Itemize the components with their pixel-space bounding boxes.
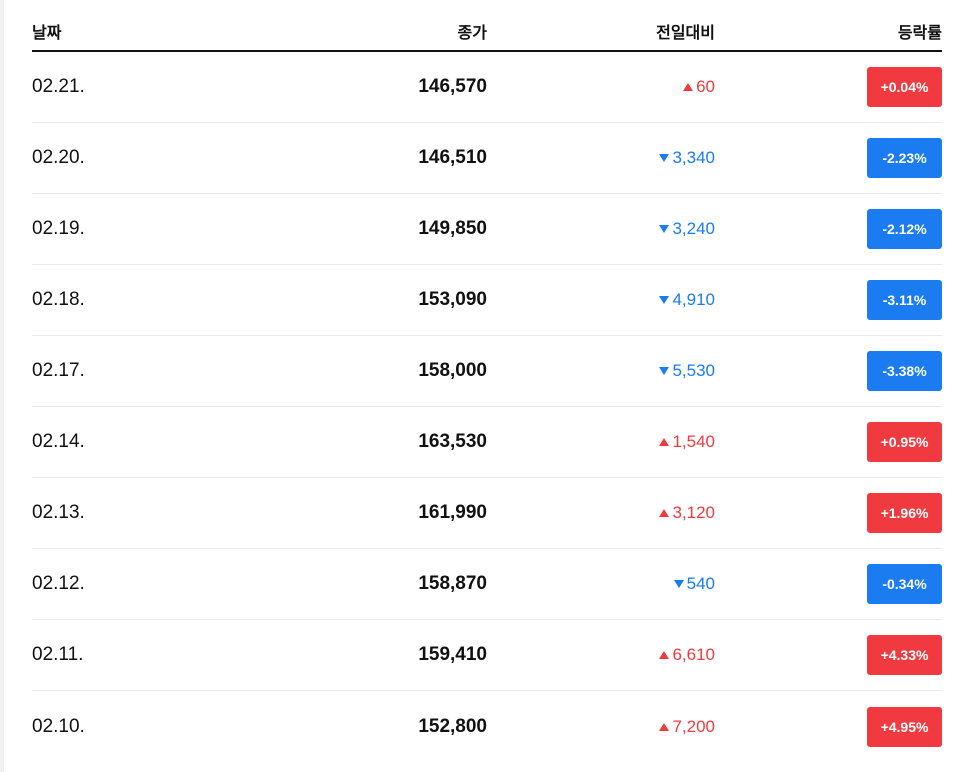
rate-badge: +1.96% <box>867 493 942 533</box>
table-row: 02.11. 159,410 6,610 +4.33% <box>32 620 942 691</box>
row-change-value: 3,120 <box>672 503 715 522</box>
triangle-down-icon <box>659 367 670 375</box>
header-date: 날짜 <box>32 25 62 42</box>
table-row: 02.19. 149,850 3,240 -2.12% <box>32 194 942 265</box>
triangle-down-icon <box>659 154 670 162</box>
row-change: 3,120 <box>659 503 715 523</box>
row-date: 02.20. <box>32 147 85 168</box>
row-date: 02.12. <box>32 573 85 594</box>
triangle-down-icon <box>659 225 670 233</box>
row-date: 02.10. <box>32 715 85 737</box>
header-rate: 등락률 <box>897 25 942 42</box>
row-close-price: 149,850 <box>418 218 487 239</box>
row-date: 02.21. <box>32 76 85 97</box>
table-row: 02.17. 158,000 5,530 -3.38% <box>32 336 942 407</box>
triangle-up-icon <box>659 509 670 517</box>
row-close-price: 159,410 <box>418 644 487 665</box>
row-change-value: 60 <box>696 77 715 96</box>
table-row: 02.12. 158,870 540 -0.34% <box>32 549 942 620</box>
table-row: 02.10. 152,800 7,200 +4.95% <box>32 691 942 762</box>
row-change: 3,340 <box>659 148 715 168</box>
rate-badge: -2.23% <box>867 138 942 178</box>
row-close-price: 161,990 <box>418 502 487 523</box>
row-change-value: 7,200 <box>672 716 715 736</box>
row-close-price: 163,530 <box>418 431 487 452</box>
triangle-down-icon <box>659 296 670 304</box>
table-row: 02.20. 146,510 3,340 -2.23% <box>32 123 942 194</box>
row-change-value: 540 <box>686 574 715 593</box>
row-change: 6,610 <box>659 645 715 665</box>
row-date: 02.11. <box>32 644 84 665</box>
table-row: 02.21. 146,570 60 +0.04% <box>32 52 942 123</box>
rate-badge: +0.04% <box>867 67 942 107</box>
table-body: 02.21. 146,570 60 +0.04% 02.20. 146,510 3,340 -… <box>32 52 942 762</box>
rate-badge: -0.34% <box>867 564 942 604</box>
row-change-value: 5,530 <box>672 361 715 380</box>
row-date: 02.17. <box>32 360 85 381</box>
table-header: 날짜 종가 전일대비 등락률 <box>32 0 942 52</box>
triangle-down-icon <box>673 580 684 588</box>
row-change-value: 4,910 <box>672 290 715 309</box>
row-close-price: 153,090 <box>418 289 487 310</box>
row-change-value: 6,610 <box>672 645 715 664</box>
table-row: 02.18. 153,090 4,910 -3.11% <box>32 265 942 336</box>
row-close-price: 146,570 <box>418 76 487 97</box>
triangle-up-icon <box>659 438 670 446</box>
triangle-up-icon <box>659 722 670 731</box>
rate-badge: +0.95% <box>867 422 942 462</box>
row-change: 3,240 <box>659 219 715 239</box>
row-close-price: 158,000 <box>418 360 487 381</box>
row-date: 02.14. <box>32 431 85 452</box>
row-change: 60 <box>683 77 715 97</box>
daily-price-table: 날짜 종가 전일대비 등락률 02.21. 146,570 60 +0.04% 02.2… <box>32 0 942 762</box>
row-change: 540 <box>673 574 715 594</box>
row-change: 7,200 <box>659 717 715 737</box>
table-row: 02.14. 163,530 1,540 +0.95% <box>32 407 942 478</box>
table-row: 02.13. 161,990 3,120 +1.96% <box>32 478 942 549</box>
row-date: 02.13. <box>32 502 85 523</box>
rate-badge: -3.11% <box>867 280 942 320</box>
row-change: 5,530 <box>659 361 715 381</box>
row-close-price: 158,870 <box>418 573 487 594</box>
rate-badge: -2.12% <box>867 209 942 249</box>
row-change: 1,540 <box>659 432 715 452</box>
row-date: 02.19. <box>32 218 85 239</box>
row-change-value: 1,540 <box>672 432 715 451</box>
rate-badge: -3.38% <box>867 351 942 391</box>
triangle-up-icon <box>659 651 670 659</box>
header-close: 종가 <box>457 25 487 42</box>
row-close-price: 152,800 <box>418 715 487 737</box>
rate-badge: +4.33% <box>867 635 942 675</box>
triangle-up-icon <box>683 83 694 91</box>
row-change-value: 3,240 <box>672 219 715 238</box>
row-change-value: 3,340 <box>672 148 715 167</box>
row-change: 4,910 <box>659 290 715 310</box>
header-change: 전일대비 <box>656 25 715 42</box>
row-date: 02.18. <box>32 289 85 310</box>
row-close-price: 146,510 <box>418 147 487 168</box>
rate-badge: +4.95% <box>867 706 942 747</box>
